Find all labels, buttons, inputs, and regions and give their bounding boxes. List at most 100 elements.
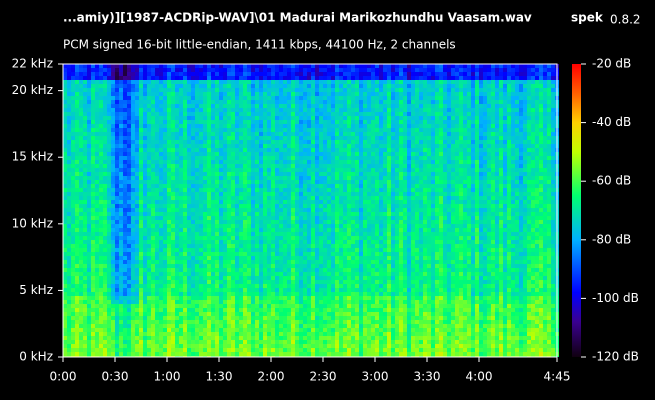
spectrogram-cell [327, 284, 331, 288]
spectrogram-cell [327, 152, 331, 156]
spectrogram-cell [131, 316, 135, 320]
spectrogram-cell [115, 192, 119, 196]
spectrogram-cell [263, 80, 267, 84]
spectrogram-cell [155, 312, 159, 316]
spectrogram-cell [231, 88, 235, 92]
spectrogram-cell [327, 340, 331, 344]
spectrogram-cell [167, 104, 171, 108]
spectrogram-cell [223, 124, 227, 128]
spectrogram-cell [83, 128, 87, 132]
spectrogram-cell [299, 192, 303, 196]
spectrogram-cell [163, 196, 167, 200]
spectrogram-cell [175, 64, 179, 68]
spectrogram-cell [303, 208, 307, 212]
spectrogram-cell [171, 132, 175, 136]
spectrogram-cell [179, 284, 183, 288]
spectrogram-cell [119, 264, 123, 268]
spectrogram-cell [135, 264, 139, 268]
spectrogram-cell [307, 336, 311, 340]
spectrogram-cell [263, 232, 267, 236]
spectrogram-cell [103, 248, 107, 252]
spectrogram-cell [87, 132, 91, 136]
spectrogram-cell [271, 224, 275, 228]
spectrogram-cell [131, 288, 135, 292]
spectrogram-cell [227, 328, 231, 332]
spectrogram-cell [167, 268, 171, 272]
spectrogram-cell [275, 320, 279, 324]
spectrogram-cell [259, 312, 263, 316]
spectrogram-cell [139, 176, 143, 180]
spectrogram-cell [299, 212, 303, 216]
spectrogram-cell [91, 96, 95, 100]
spectrogram-cell [291, 68, 295, 72]
spectrogram-cell [283, 84, 287, 88]
spectrogram-cell [159, 320, 163, 324]
spectrogram-cell [171, 352, 175, 356]
spectrogram-cell [143, 336, 147, 340]
spectrogram-cell [119, 228, 123, 232]
spectrogram-cell [279, 340, 283, 344]
spectrogram-cell [67, 128, 71, 132]
spectrogram-cell [327, 268, 331, 272]
spectrogram-cell [211, 64, 215, 68]
spectrogram-cell [163, 228, 167, 232]
spectrogram-cell [115, 112, 119, 116]
spectrogram-cell [267, 176, 271, 180]
spectrogram-cell [107, 348, 111, 352]
spectrogram-cell [63, 112, 67, 116]
spectrogram-cell [103, 136, 107, 140]
spectrogram-cell [283, 88, 287, 92]
spectrogram-cell [183, 112, 187, 116]
spectrogram-cell [67, 352, 71, 356]
spectrogram-cell [131, 324, 135, 328]
spectrogram-cell [155, 352, 159, 356]
spectrogram-cell [83, 276, 87, 280]
spectrogram-cell [211, 328, 215, 332]
spectrogram-cell [179, 184, 183, 188]
spectrogram-cell [115, 200, 119, 204]
spectrogram-cell [247, 208, 251, 212]
spectrogram-cell [311, 164, 315, 168]
spectrogram-cell [123, 96, 127, 100]
spectrogram-cell [87, 100, 91, 104]
spectrogram-cell [287, 272, 291, 276]
spectrogram-cell [235, 224, 239, 228]
spectrogram-cell [167, 108, 171, 112]
spectrogram-cell [287, 220, 291, 224]
spectrogram-cell [311, 224, 315, 228]
spectrogram-cell [155, 148, 159, 152]
spectrogram-cell [119, 224, 123, 228]
spectrogram-cell [159, 112, 163, 116]
spectrogram-cell [303, 308, 307, 312]
spectrogram-cell [227, 348, 231, 352]
spectrogram-cell [271, 152, 275, 156]
spectrogram-cell [167, 224, 171, 228]
spectrogram-cell [107, 88, 111, 92]
spectrogram-cell [175, 292, 179, 296]
spectrogram-cell [223, 304, 227, 308]
spectrogram-cell [327, 88, 331, 92]
spectrogram-cell [123, 296, 127, 300]
spectrogram-cell [123, 108, 127, 112]
spectrogram-cell [199, 88, 203, 92]
spectrogram-cell [287, 72, 291, 76]
spectrogram-cell [275, 304, 279, 308]
spectrogram-cell [183, 88, 187, 92]
spectrogram-cell [247, 276, 251, 280]
spectrogram-cell [127, 132, 131, 136]
spectrogram-cell [147, 232, 151, 236]
spectrogram-cell [203, 196, 207, 200]
spectrogram-cell [295, 276, 299, 280]
spectrogram-cell [271, 124, 275, 128]
spectrogram-cell [155, 92, 159, 96]
spectrogram-cell [203, 296, 207, 300]
spectrogram-cell [187, 96, 191, 100]
spectrogram-cell [283, 208, 287, 212]
spectrogram-cell [291, 148, 295, 152]
spectrogram-cell [219, 92, 223, 96]
spectrogram-cell [183, 160, 187, 164]
spectrogram-cell [231, 164, 235, 168]
spectrogram-cell [219, 112, 223, 116]
spectrogram-cell [75, 164, 79, 168]
spectrogram-cell [147, 156, 151, 160]
